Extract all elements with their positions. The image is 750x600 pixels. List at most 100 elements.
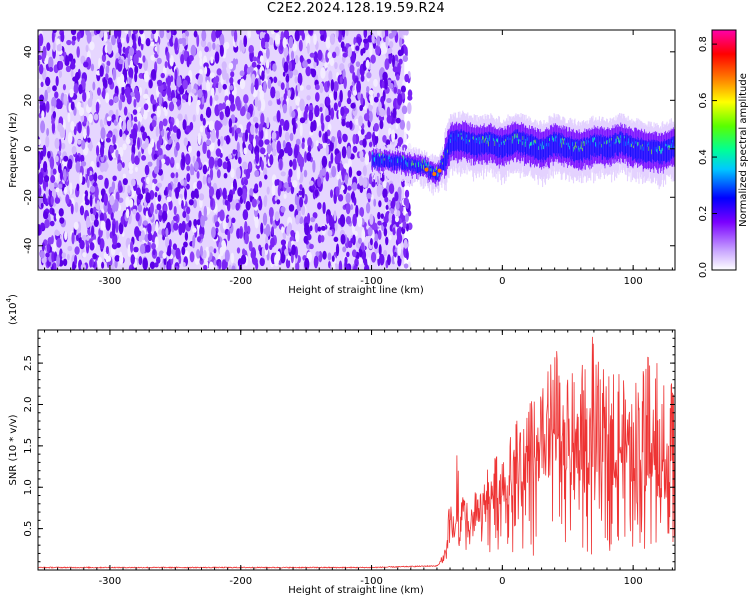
noise-speck	[246, 66, 251, 75]
noise-speck	[192, 155, 196, 164]
noise-speck	[287, 89, 291, 99]
noise-speck	[356, 170, 362, 177]
noise-speck	[127, 185, 131, 194]
noise-speck	[397, 243, 402, 257]
noise-speck	[175, 172, 179, 179]
noise-speck	[198, 50, 203, 59]
noise-speck	[124, 30, 129, 34]
signal-core	[604, 136, 606, 158]
noise-speck	[140, 42, 144, 51]
signal-core	[378, 154, 380, 168]
noise-speck	[144, 164, 150, 176]
noise-speck	[286, 55, 290, 62]
noise-speck	[260, 112, 265, 126]
signal-core	[588, 138, 590, 159]
noise-speck	[164, 61, 168, 69]
spectrogram-y-axis-label: Frequency (Hz)	[8, 112, 19, 188]
signal-peak	[455, 139, 458, 142]
signal-core	[503, 135, 505, 158]
noise-speck	[244, 220, 248, 234]
noise-speck	[70, 60, 75, 67]
noise-speck	[155, 221, 159, 233]
noise-speck	[219, 135, 224, 147]
noise-speck	[330, 189, 334, 198]
noise-speck	[315, 251, 320, 257]
noise-speck	[313, 61, 317, 69]
signal-peak	[524, 136, 526, 141]
noise-speck	[200, 113, 204, 122]
signal-core	[468, 131, 470, 153]
noise-speck	[147, 143, 153, 156]
noise-speck	[166, 75, 171, 88]
noise-speck	[127, 52, 131, 66]
snr-line-plot	[38, 336, 675, 569]
noise-speck	[335, 243, 340, 257]
signal-peak	[662, 147, 664, 151]
signal-core	[475, 134, 477, 155]
noise-speck	[396, 233, 403, 244]
signal-core	[551, 134, 553, 156]
noise-speck	[67, 53, 74, 62]
noise-speck	[225, 99, 230, 105]
noise-speck	[399, 119, 406, 130]
noise-speck	[222, 218, 227, 230]
noise-speck	[382, 188, 388, 199]
colorbar-tick-label: 0.6	[698, 93, 709, 109]
noise-speck	[111, 181, 116, 191]
noise-speck	[52, 85, 57, 92]
signal-core	[575, 138, 577, 161]
signal-peak	[554, 136, 557, 142]
noise-speck	[125, 196, 130, 208]
colorbar-tick-label: 0.2	[698, 206, 709, 222]
signal-peak	[472, 136, 474, 139]
noise-speck	[142, 180, 146, 190]
noise-speck	[382, 71, 388, 82]
noise-speck	[115, 149, 119, 158]
signal-peak	[380, 152, 383, 156]
noise-speck	[373, 122, 379, 132]
noise-speck	[327, 229, 333, 237]
noise-speck	[388, 234, 392, 241]
noise-speck	[342, 246, 347, 253]
noise-speck	[263, 228, 267, 234]
noise-speck	[107, 41, 113, 55]
noise-speck	[75, 161, 81, 173]
signal-peak	[431, 168, 433, 172]
noise-speck	[209, 95, 213, 107]
noise-speck	[193, 182, 198, 191]
signal-peak	[430, 164, 432, 168]
signal-peak	[469, 139, 471, 143]
noise-speck	[280, 82, 285, 90]
noise-speck	[157, 229, 163, 235]
noise-speck	[181, 93, 188, 100]
noise-speck	[38, 59, 41, 66]
noise-speck	[140, 107, 145, 116]
signal-core	[658, 141, 660, 162]
noise-speck	[284, 131, 290, 142]
noise-speck	[357, 92, 361, 101]
noise-speck	[261, 70, 265, 82]
noise-speck	[267, 78, 272, 90]
signal-peak	[533, 140, 535, 145]
noise-speck	[112, 233, 118, 246]
noise-speck	[54, 137, 60, 150]
signal-core	[524, 132, 526, 152]
noise-speck	[224, 199, 229, 206]
signal-core	[602, 137, 604, 160]
noise-speck	[299, 117, 306, 124]
colorbar-axis: 0.00.20.40.60.8	[698, 36, 717, 278]
noise-speck	[272, 140, 276, 150]
noise-speck	[182, 262, 186, 268]
noise-speck	[231, 265, 236, 270]
noise-speck	[74, 254, 78, 266]
noise-speck	[199, 245, 203, 258]
noise-speck	[289, 159, 293, 168]
noise-speck	[359, 206, 365, 218]
noise-speck	[41, 49, 46, 63]
noise-speck	[309, 52, 315, 58]
signal-core	[507, 135, 509, 158]
y-tick-label: 0	[23, 146, 34, 152]
signal-peak	[623, 141, 625, 147]
noise-speck	[331, 135, 336, 143]
signal-core	[515, 129, 517, 152]
